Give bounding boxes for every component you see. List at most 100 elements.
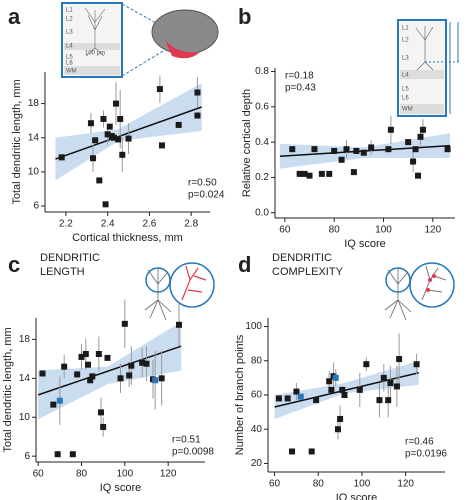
point xyxy=(356,386,363,393)
layer-label: L5 xyxy=(66,55,73,61)
point xyxy=(126,372,133,379)
point xyxy=(106,123,113,130)
stat-text: r=0.50 xyxy=(188,178,217,189)
point xyxy=(413,361,420,368)
point xyxy=(58,154,65,161)
panel-heading: LENGTH xyxy=(40,266,85,278)
point xyxy=(380,374,387,381)
point xyxy=(128,362,135,369)
panel-letter: c xyxy=(8,252,20,277)
point xyxy=(119,151,126,158)
y-axis-label: Total dendritic length, mm xyxy=(11,79,23,204)
point xyxy=(289,146,296,153)
layer-label: L3 xyxy=(402,56,409,62)
layer-label: L3 xyxy=(66,30,73,36)
x-axis-label: IQ score xyxy=(336,492,378,500)
y-tick-label: 60 xyxy=(251,390,263,401)
point xyxy=(152,377,159,384)
y-tick-label: 0.8 xyxy=(255,66,269,77)
panel-letter: b xyxy=(238,4,251,29)
point xyxy=(419,126,426,133)
point xyxy=(376,397,383,404)
point xyxy=(387,126,394,133)
point xyxy=(326,170,333,177)
point xyxy=(98,409,104,416)
layer-label: L2 xyxy=(402,38,409,44)
y-tick-label: 6 xyxy=(33,201,39,212)
x-tick-label: 2.2 xyxy=(59,219,73,230)
x-axis-label: IQ score xyxy=(344,238,386,250)
y-tick-label: 10 xyxy=(19,412,31,423)
stat-text: p=0.43 xyxy=(285,83,316,94)
point xyxy=(385,146,392,153)
point xyxy=(117,375,124,382)
point xyxy=(158,142,165,149)
point xyxy=(412,146,419,153)
point xyxy=(275,395,282,402)
point xyxy=(194,89,201,96)
point xyxy=(115,136,122,143)
point xyxy=(113,100,120,107)
y-tick-label: 100 xyxy=(245,321,262,332)
point xyxy=(410,158,417,165)
stat-text: p=0.0196 xyxy=(405,449,447,460)
point xyxy=(85,361,91,368)
layer-label: WM xyxy=(66,69,77,75)
point xyxy=(69,451,76,458)
point xyxy=(125,135,132,142)
panel-heading: COMPLEXITY xyxy=(272,266,344,278)
layer-label: L4 xyxy=(66,44,73,50)
point xyxy=(117,115,124,122)
y-tick-label: 18 xyxy=(28,98,40,109)
point xyxy=(102,201,109,208)
x-tick-label: 2.8 xyxy=(184,219,198,230)
point xyxy=(313,397,320,404)
point xyxy=(306,172,313,179)
x-tick-label: 120 xyxy=(397,479,414,490)
layer-label: L5 xyxy=(402,87,409,93)
point xyxy=(92,137,99,144)
layer-label: L2 xyxy=(66,17,73,23)
point xyxy=(331,147,338,154)
y-tick-label: 80 xyxy=(251,355,263,366)
point xyxy=(396,356,403,363)
panel-heading: DENDRITIC xyxy=(272,252,332,264)
point xyxy=(78,353,85,360)
point xyxy=(89,373,96,380)
x-tick-label: 100 xyxy=(375,225,392,236)
stat-text: r=0.51 xyxy=(172,435,201,446)
x-tick-label: 80 xyxy=(313,479,325,490)
y-tick-label: 14 xyxy=(19,373,31,384)
point xyxy=(350,169,357,176)
inset-b: L1 L2 L3 L4 L5 L6 WM xyxy=(397,19,460,117)
point xyxy=(296,170,303,177)
fit-line xyxy=(274,372,419,408)
point xyxy=(104,131,111,138)
point xyxy=(417,133,424,140)
point xyxy=(387,380,394,387)
point xyxy=(54,451,61,458)
point xyxy=(100,423,107,430)
point xyxy=(61,363,68,370)
point xyxy=(90,155,97,162)
x-tick-label: 2.6 xyxy=(142,219,156,230)
point xyxy=(100,115,107,122)
x-tick-label: 100 xyxy=(354,479,371,490)
x-tick-label: 120 xyxy=(424,225,441,236)
point xyxy=(56,397,63,404)
point xyxy=(96,177,103,184)
point xyxy=(318,170,325,177)
point xyxy=(87,120,94,127)
point xyxy=(444,146,451,153)
x-tick-label: 60 xyxy=(279,225,291,236)
layer-label: L1 xyxy=(66,8,73,14)
y-tick-label: 40 xyxy=(251,424,263,435)
point xyxy=(341,392,348,398)
point xyxy=(328,386,335,393)
point xyxy=(332,374,339,381)
x-tick-label: 2.4 xyxy=(101,219,115,230)
layer-label: L6 xyxy=(66,61,73,67)
point xyxy=(405,139,412,146)
point xyxy=(74,371,81,378)
